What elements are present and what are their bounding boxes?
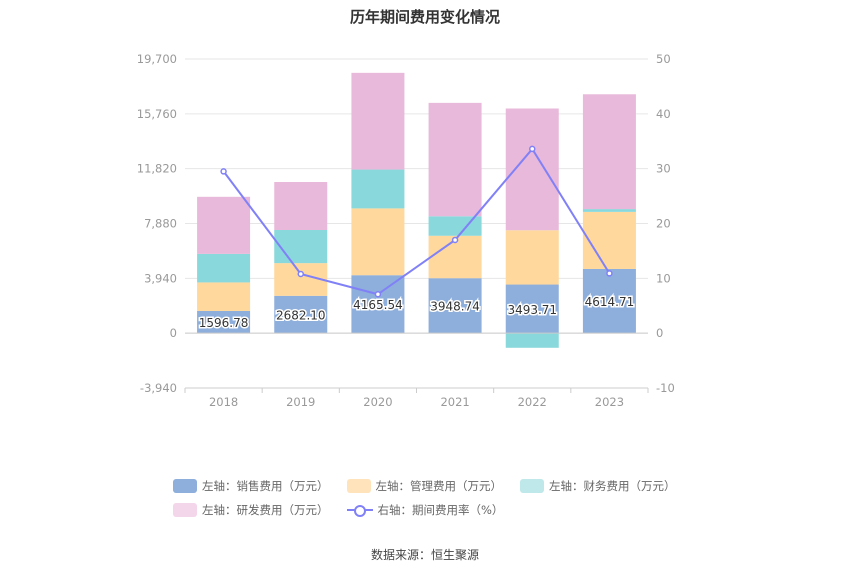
right-tick-label: 40 (656, 107, 671, 121)
rate-point (220, 168, 227, 175)
right-tick-label: 10 (656, 271, 671, 285)
data-label: 4165.54 (353, 298, 403, 312)
rate-point (529, 145, 536, 153)
legend-item-finance[interactable]: 左轴：财务费用（万元） (520, 478, 676, 494)
bar-segment (582, 268, 636, 334)
legend-row-2: 左轴：研发费用（万元） 右轴：期间费用率（%） (173, 498, 693, 522)
x-tick-label: 2023 (595, 395, 624, 409)
source-note: 数据来源：恒生聚源 (370, 548, 479, 562)
legend-swatch-admin (346, 479, 371, 493)
right-tick-label: 0 (656, 326, 663, 340)
right-tick-label: 50 (656, 52, 671, 66)
legend-label-rate: 右轴：期间费用率（%） (377, 503, 504, 517)
bar-segment (505, 230, 559, 285)
left-tick-label: 0 (170, 326, 177, 340)
legend-label-finance: 左轴：财务费用（万元） (549, 479, 676, 493)
bar-segment (274, 181, 328, 231)
data-label: 2682.10 (276, 309, 326, 323)
bar-segment (582, 209, 636, 212)
left-tick-label: 7,880 (144, 217, 177, 231)
x-tick-label: 2020 (363, 395, 392, 409)
legend: 左轴：销售费用（万元） 左轴：管理费用（万元） 左轴：财务费用（万元） 左轴：研… (173, 474, 693, 522)
legend-item-sales[interactable]: 左轴：销售费用（万元） (173, 478, 329, 494)
rate-point (606, 270, 613, 277)
right-tick-label: 30 (656, 162, 671, 176)
bar-segment (505, 333, 559, 348)
bar-segment (428, 278, 482, 334)
bar-segment (582, 211, 636, 269)
bar-segment (582, 94, 636, 210)
x-tick-label: 2022 (518, 395, 547, 409)
legend-item-admin[interactable]: 左轴：管理费用（万元） (346, 478, 503, 494)
data-label: 3493.71 (507, 303, 557, 317)
right-tick-label: 20 (656, 217, 671, 231)
left-tick-label: 3,940 (144, 271, 177, 285)
bar-segment (197, 310, 251, 334)
bar-segment (197, 253, 251, 283)
bar-segment (428, 102, 482, 217)
legend-label-rnd: 左轴：研发费用（万元） (202, 503, 329, 517)
legend-label-admin: 左轴：管理费用（万元） (375, 479, 503, 493)
x-tick-label: 2021 (440, 395, 469, 409)
legend-item-rate[interactable]: 右轴：期间费用率（%） (346, 502, 504, 518)
x-tick-label: 2018 (209, 395, 238, 409)
legend-label-sales: 左轴：销售费用（万元） (202, 479, 329, 493)
legend-swatch-rnd (173, 503, 197, 517)
rate-point (451, 236, 459, 244)
bar-segment (428, 216, 482, 236)
x-tick-label: 2019 (286, 395, 315, 409)
rate-point (374, 290, 382, 298)
left-tick-label: 15,760 (137, 107, 177, 121)
bar-segment (351, 169, 405, 209)
legend-row-1: 左轴：销售费用（万元） 左轴：管理费用（万元） 左轴：财务费用（万元） (173, 474, 693, 498)
left-tick-label: -3,940 (140, 381, 177, 395)
bar-segment (274, 230, 328, 264)
legend-swatch-rate (346, 503, 373, 517)
data-label: 1596.78 (199, 316, 249, 330)
bar-segment (197, 282, 251, 311)
left-tick-label: 19,700 (137, 52, 177, 66)
bar-segment (274, 295, 328, 334)
bar-segment (351, 275, 405, 334)
left-tick-label: 11,820 (137, 162, 177, 176)
bar-segment (505, 284, 559, 334)
rate-line (222, 147, 611, 296)
legend-swatch-finance (520, 479, 544, 493)
bar-segment (351, 72, 405, 170)
rate-point (297, 270, 304, 278)
data-label: 4614.71 (585, 295, 635, 309)
right-tick-label: -10 (656, 381, 675, 395)
chart-title: 历年期间费用变化情况 (349, 8, 500, 26)
bar-segment (351, 208, 405, 276)
data-label: 3948.74 (430, 300, 480, 314)
legend-swatch-sales (173, 479, 197, 493)
legend-item-rnd[interactable]: 左轴：研发费用（万元） (173, 502, 329, 518)
bar-segment (197, 196, 251, 254)
